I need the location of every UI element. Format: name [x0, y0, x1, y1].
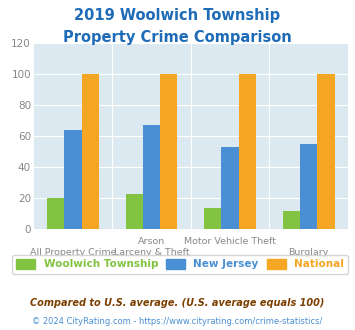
Bar [222, 147, 239, 229]
Bar [317, 74, 334, 229]
Text: Motor Vehicle Theft: Motor Vehicle Theft [184, 237, 276, 246]
Bar [204, 208, 222, 229]
Bar [47, 198, 64, 229]
Bar [160, 74, 178, 229]
Text: Property Crime Comparison: Property Crime Comparison [63, 30, 292, 45]
Legend: Woolwich Township, New Jersey, National: Woolwich Township, New Jersey, National [12, 255, 348, 274]
Bar [143, 125, 160, 229]
Bar [239, 74, 256, 229]
Bar [64, 130, 82, 229]
Bar [126, 194, 143, 229]
Text: Compared to U.S. average. (U.S. average equals 100): Compared to U.S. average. (U.S. average … [30, 298, 325, 308]
Text: 2019 Woolwich Township: 2019 Woolwich Township [75, 8, 280, 23]
Text: Arson: Arson [138, 237, 165, 246]
Text: All Property Crime: All Property Crime [30, 248, 116, 257]
Bar [300, 144, 317, 229]
Bar [82, 74, 99, 229]
Text: Larceny & Theft: Larceny & Theft [114, 248, 189, 257]
Bar [283, 211, 300, 229]
Text: © 2024 CityRating.com - https://www.cityrating.com/crime-statistics/: © 2024 CityRating.com - https://www.city… [32, 317, 323, 326]
Text: Burglary: Burglary [289, 248, 329, 257]
